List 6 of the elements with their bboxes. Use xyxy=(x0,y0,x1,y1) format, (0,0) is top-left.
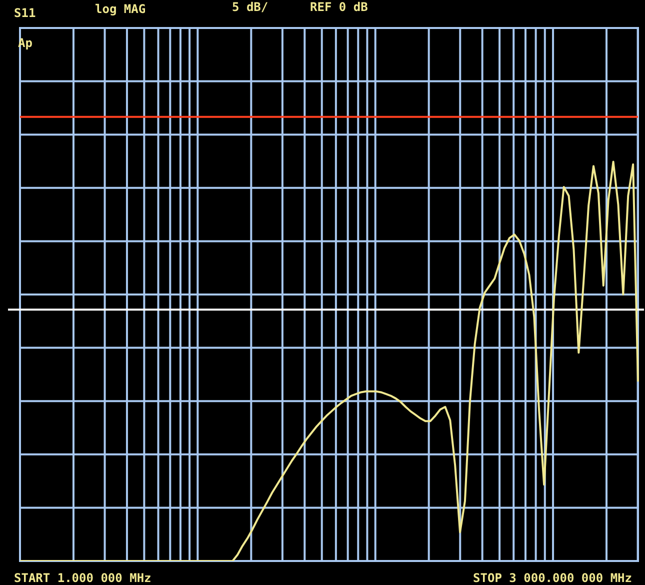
text: S11 xyxy=(14,6,36,20)
text: START 1.000 000 MHz xyxy=(14,571,152,585)
text: REF 0 dB xyxy=(310,0,368,14)
text: log MAG xyxy=(95,2,146,16)
text: STOP 3 000.000 000 MHz xyxy=(473,571,632,585)
text: 5 dB/ xyxy=(232,0,268,14)
